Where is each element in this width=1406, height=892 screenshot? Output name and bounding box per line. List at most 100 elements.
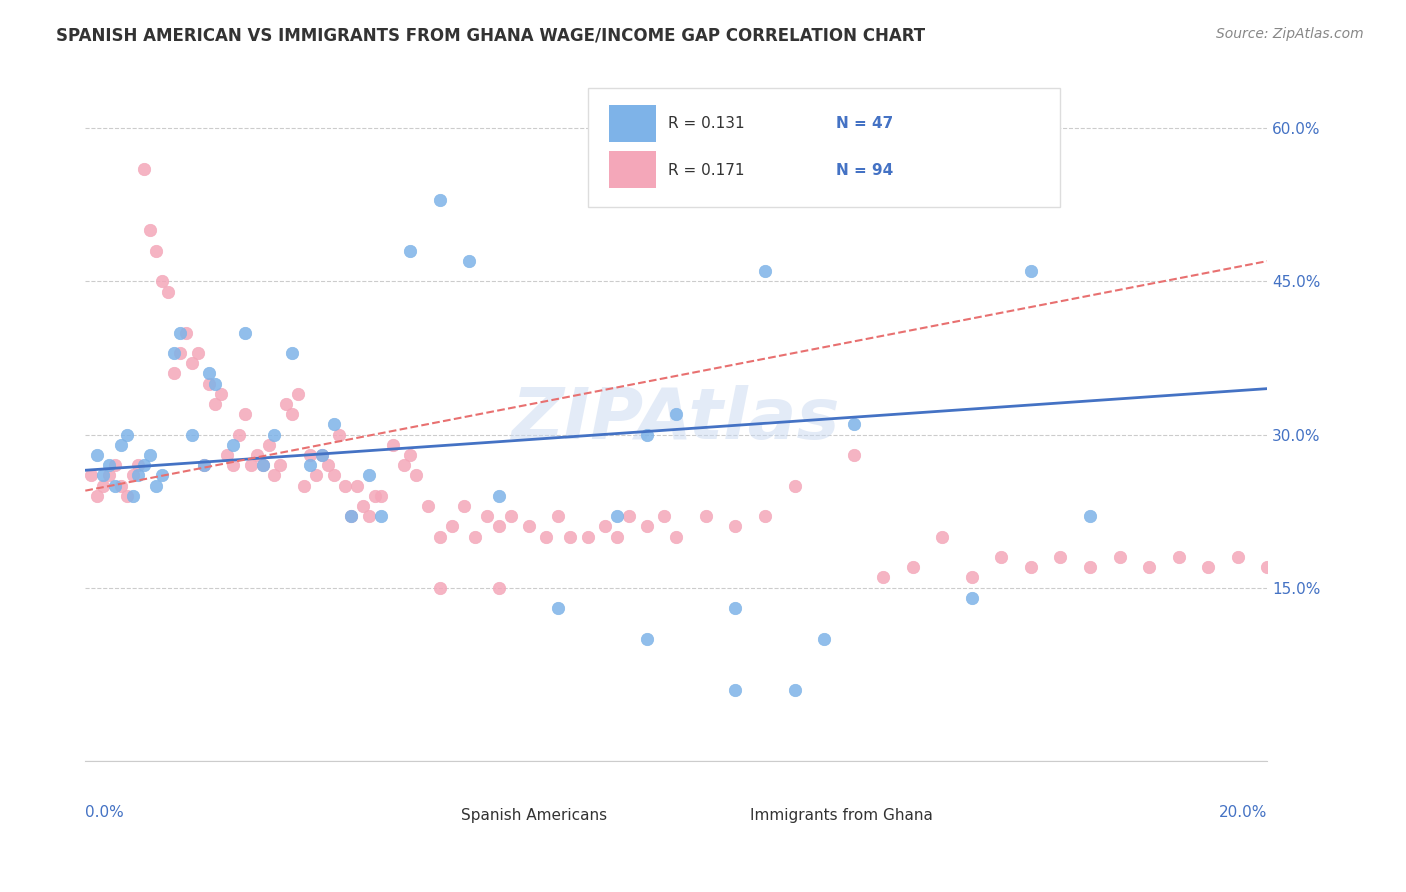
Point [139,448,162,462]
Point [488,489,510,503]
Text: N = 47: N = 47 [837,117,893,131]
Point [163,346,186,360]
Point [91,478,114,492]
Point [209,386,232,401]
Point [990,549,1012,564]
Point [115,427,138,442]
Point [1256,560,1278,574]
Point [316,458,339,472]
Point [357,468,380,483]
Point [1226,549,1249,564]
Point [86,448,108,462]
Point [298,458,321,472]
Point [429,193,451,207]
Point [453,499,475,513]
Point [233,326,256,340]
Point [399,244,422,258]
Point [121,468,143,483]
Point [287,386,309,401]
Point [724,601,747,615]
Point [595,519,617,533]
Text: SPANISH AMERICAN VS IMMIGRANTS FROM GHANA WAGE/INCOME GAP CORRELATION CHART: SPANISH AMERICAN VS IMMIGRANTS FROM GHAN… [56,27,925,45]
Point [1019,264,1042,278]
Point [86,489,108,503]
Point [357,509,380,524]
Point [311,448,333,462]
Point [198,367,221,381]
Point [340,509,363,524]
Point [169,346,191,360]
Point [606,509,628,524]
Point [97,458,120,472]
Point [394,458,416,472]
Point [128,468,150,483]
Point [263,468,285,483]
Point [193,458,215,472]
Point [305,468,328,483]
FancyBboxPatch shape [609,104,657,143]
Point [1167,549,1189,564]
Point [477,509,499,524]
Point [115,489,138,503]
Point [340,509,363,524]
Text: 20.0%: 20.0% [1219,805,1267,820]
Point [134,458,156,472]
Point [257,438,280,452]
Point [1108,549,1130,564]
Text: Immigrants from Ghana: Immigrants from Ghana [751,808,934,823]
Point [783,478,806,492]
Point [488,581,510,595]
Point [228,427,250,442]
Point [322,417,344,432]
Point [695,509,717,524]
Text: ZIPAtlas: ZIPAtlas [512,384,841,454]
Point [499,509,522,524]
Point [724,682,747,697]
Point [169,326,191,340]
Point [1078,560,1101,574]
Point [754,509,776,524]
Point [901,560,924,574]
Point [364,489,387,503]
Point [724,519,747,533]
Point [198,376,221,391]
Point [536,530,558,544]
Point [163,367,186,381]
Point [233,407,256,421]
Point [429,581,451,595]
Point [636,632,658,646]
Point [121,489,143,503]
Point [217,448,239,462]
Point [263,427,285,442]
Point [576,530,599,544]
Point [464,530,486,544]
Point [416,499,439,513]
Point [322,468,344,483]
Point [157,285,180,299]
Point [80,468,103,483]
Point [842,417,865,432]
Point [842,448,865,462]
Point [222,458,245,472]
Point [269,458,291,472]
Point [91,468,114,483]
Point [440,519,463,533]
Point [370,489,392,503]
Text: R = 0.131: R = 0.131 [668,117,745,131]
Point [104,458,127,472]
Point [187,346,209,360]
Point [346,478,368,492]
Point [606,530,628,544]
Point [547,509,569,524]
Point [252,458,274,472]
FancyBboxPatch shape [609,151,657,188]
Point [381,438,404,452]
Point [1137,560,1160,574]
Point [813,632,835,646]
Text: R = 0.171: R = 0.171 [668,163,745,178]
Text: 0.0%: 0.0% [86,805,124,820]
Point [204,376,226,391]
Point [281,346,304,360]
Point [328,427,350,442]
FancyBboxPatch shape [588,87,1060,207]
